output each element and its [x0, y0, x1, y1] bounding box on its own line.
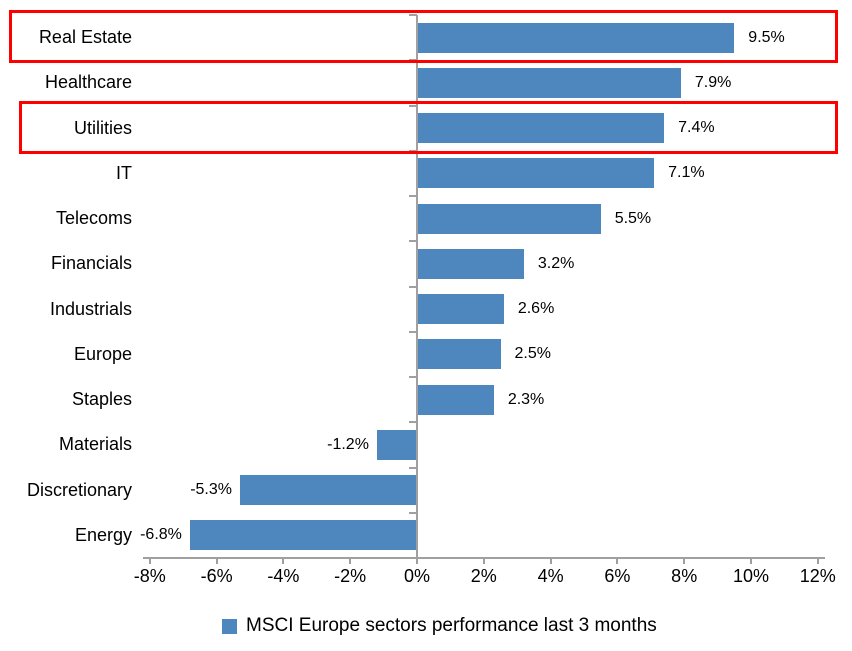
value-label: 9.5% — [748, 28, 785, 46]
value-label: 7.1% — [668, 164, 705, 182]
x-axis-tick — [282, 558, 285, 564]
category-label: Real Estate — [38, 27, 132, 48]
y-axis-line — [416, 15, 418, 558]
x-tick-label: -6% — [200, 566, 233, 586]
x-axis-tick — [349, 558, 352, 564]
legend-swatch-icon — [222, 618, 237, 634]
x-tick-label: 0% — [403, 566, 431, 586]
x-tick-label: -4% — [267, 566, 300, 586]
value-label: 2.3% — [507, 390, 545, 408]
category-label: Europe — [73, 343, 132, 364]
x-axis-tick — [750, 558, 752, 564]
y-axis-tick — [409, 240, 417, 243]
value-label: 2.6% — [517, 300, 555, 318]
value-label: 3.2% — [537, 254, 575, 272]
category-label: Energy — [74, 524, 132, 545]
bar — [417, 248, 524, 279]
y-axis-tick — [409, 104, 417, 107]
value-label: -5.3% — [190, 481, 232, 499]
bar — [417, 294, 504, 325]
y-axis-tick — [409, 195, 417, 197]
x-axis-tick — [683, 558, 686, 564]
x-tick-label: 10% — [732, 566, 770, 586]
x-axis-tick — [215, 558, 218, 564]
highlight-box — [19, 100, 838, 154]
y-axis-tick — [409, 466, 417, 469]
x-tick-label: -2% — [334, 566, 367, 586]
category-label: Materials — [58, 434, 132, 455]
x-axis-tick — [148, 558, 151, 564]
value-label: -6.8% — [140, 526, 182, 544]
y-axis-tick — [409, 376, 417, 378]
value-label: 7.9% — [694, 73, 732, 91]
category-label: Financials — [50, 253, 132, 274]
category-label: Healthcare — [44, 72, 132, 93]
x-tick-label: 6% — [604, 566, 631, 586]
bar — [417, 384, 494, 415]
bar — [417, 203, 601, 234]
category-label: Telecoms — [55, 208, 132, 229]
value-label: 5.5% — [614, 209, 652, 227]
highlight-box — [9, 10, 838, 64]
x-tick-label: 4% — [537, 566, 564, 586]
category-label: Utilities — [73, 117, 132, 138]
x-axis-tick — [416, 558, 418, 564]
x-axis-tick — [549, 558, 552, 564]
bar — [417, 158, 655, 189]
bar — [417, 22, 735, 53]
bar — [376, 429, 417, 460]
y-axis-tick — [409, 421, 417, 424]
value-label: 2.5% — [514, 345, 551, 363]
x-tick-label: 8% — [671, 566, 698, 586]
category-label: Industrials — [49, 298, 132, 319]
x-tick-label: 12% — [799, 566, 836, 586]
legend-label: MSCI Europe sectors performance last 3 m… — [246, 615, 657, 636]
bar — [417, 67, 681, 98]
bar — [239, 475, 417, 506]
x-tick-label: 2% — [470, 566, 497, 586]
y-axis-tick — [409, 511, 417, 514]
x-axis-tick — [816, 558, 819, 564]
bar — [189, 520, 417, 551]
x-axis-tick — [616, 558, 619, 564]
value-label: -1.2% — [327, 435, 369, 453]
y-axis-tick — [409, 330, 417, 333]
x-tick-label: -8% — [133, 566, 166, 586]
legend: MSCI Europe sectors performance last 3 m… — [222, 611, 657, 641]
bar — [417, 339, 501, 370]
x-axis-tick — [482, 558, 485, 564]
y-axis-tick — [409, 285, 417, 288]
value-label: 7.4% — [678, 119, 715, 137]
category-label: Staples — [71, 389, 132, 410]
category-label: Discretionary — [26, 479, 132, 500]
bar — [417, 113, 665, 144]
y-axis-tick — [409, 14, 417, 16]
category-label: IT — [116, 162, 132, 183]
